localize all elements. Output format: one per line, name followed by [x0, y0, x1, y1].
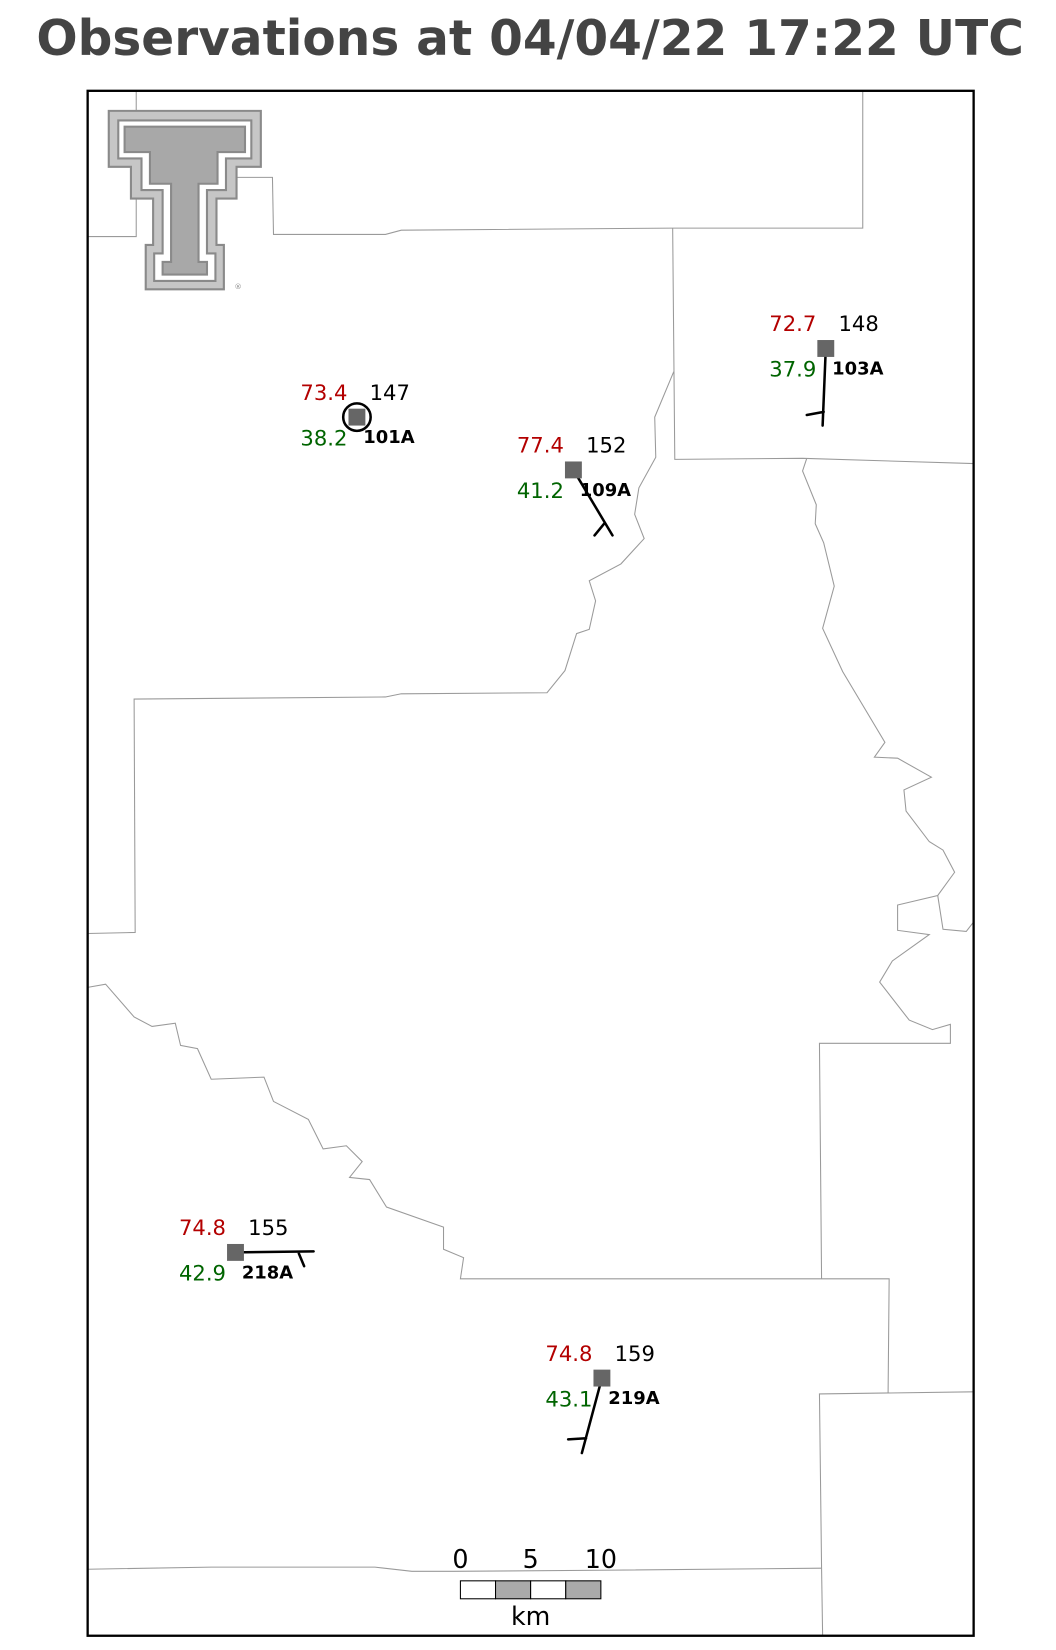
- dewpoint: 43.1: [545, 1386, 592, 1411]
- station-id: 219A: [608, 1388, 659, 1409]
- pressure: 147: [370, 380, 410, 405]
- map-frame: [86, 89, 975, 1637]
- scale-label: 0: [452, 1544, 468, 1574]
- calm-wind-circle: [341, 402, 372, 433]
- scale-label: 5: [523, 1544, 539, 1574]
- pressure: 152: [586, 433, 626, 458]
- station-id: 101A: [363, 427, 414, 448]
- station-id: 109A: [580, 480, 631, 501]
- station-plots: 73.4 147 38.2 101A 77.4 152 41.2 109A 72.7 148 37.…: [179, 311, 884, 1411]
- wind-barbs: [234, 347, 828, 1455]
- station-id: 218A: [242, 1263, 293, 1284]
- temperature: 74.8: [545, 1341, 592, 1366]
- county-lines: [87, 90, 975, 1636]
- scale-label: 10: [585, 1544, 617, 1574]
- pressure: 148: [838, 311, 878, 336]
- dewpoint: 41.2: [517, 478, 564, 503]
- map-title: Observations at 04/04/22 17:22 UTC: [36, 11, 1024, 67]
- temperature: 72.7: [769, 311, 816, 336]
- dewpoint: 37.9: [769, 357, 816, 382]
- pressure: 155: [248, 1215, 288, 1240]
- station-id: 103A: [832, 359, 883, 380]
- temperature: 73.4: [300, 380, 347, 405]
- temperature: 74.8: [179, 1215, 226, 1240]
- scale-bar: 0 5 10 km: [452, 1544, 617, 1631]
- logo: ®: [107, 109, 262, 291]
- temperature: 77.4: [517, 433, 564, 458]
- dewpoint: 38.2: [300, 425, 347, 450]
- dewpoint: 42.9: [179, 1261, 226, 1286]
- wind-barb: [805, 347, 828, 427]
- station-marker: [564, 461, 582, 479]
- station-marker: [593, 1369, 611, 1387]
- scale-unit: km: [511, 1601, 550, 1631]
- pressure: 159: [615, 1341, 655, 1366]
- wind-barb: [572, 468, 614, 537]
- station-marker: [817, 340, 835, 357]
- station-marker: [227, 1243, 244, 1261]
- wind-barb: [234, 1250, 315, 1268]
- svg-text:®: ®: [234, 282, 241, 291]
- station-marker: [348, 408, 366, 426]
- wind-barb: [566, 1376, 604, 1455]
